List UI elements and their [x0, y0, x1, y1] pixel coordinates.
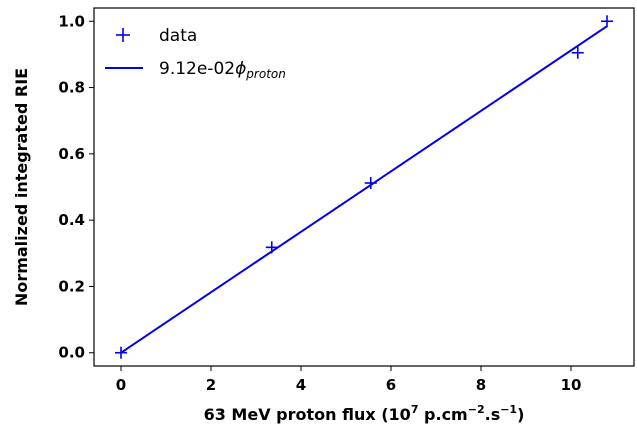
- y-tick-label: 0.8: [58, 79, 85, 97]
- x-tick-label: 0: [116, 376, 126, 394]
- x-tick-label: 8: [476, 376, 486, 394]
- data-point: [265, 241, 278, 254]
- legend-label-data: data: [159, 26, 197, 46]
- y-tick-label: 0.2: [58, 277, 85, 295]
- x-axis-label: 63 MeV proton flux (107 p.cm−2.s−1): [204, 403, 525, 424]
- y-tick-label: 0.6: [58, 145, 85, 163]
- legend-marker-data: [116, 28, 130, 42]
- x-tick-label: 2: [206, 376, 216, 394]
- y-axis-label: Normalized integrated RIE: [12, 68, 31, 306]
- y-tick-label: 0.4: [58, 211, 85, 229]
- plot-frame: [93, 7, 635, 367]
- x-tick-label: 4: [296, 376, 306, 394]
- data-point: [115, 346, 127, 359]
- data-point: [601, 15, 613, 28]
- y-axis-ticks: 0.0 0.2 0.4 0.6 0.8 1.0: [58, 12, 94, 362]
- plot-marks: [115, 15, 613, 359]
- x-tick-label: 10: [561, 376, 582, 394]
- y-tick-label: 0.0: [58, 344, 85, 362]
- data-point: [571, 46, 584, 59]
- x-axis-ticks: 0 2 4 6 8 10: [116, 366, 582, 394]
- data-point: [364, 177, 377, 190]
- fit-line: [120, 25, 608, 354]
- y-tick-label: 1.0: [58, 12, 85, 30]
- legend: data 9.12e-02ϕproton: [105, 26, 286, 81]
- legend-label-fit: 9.12e-02ϕproton: [159, 59, 286, 81]
- x-tick-label: 6: [386, 376, 396, 394]
